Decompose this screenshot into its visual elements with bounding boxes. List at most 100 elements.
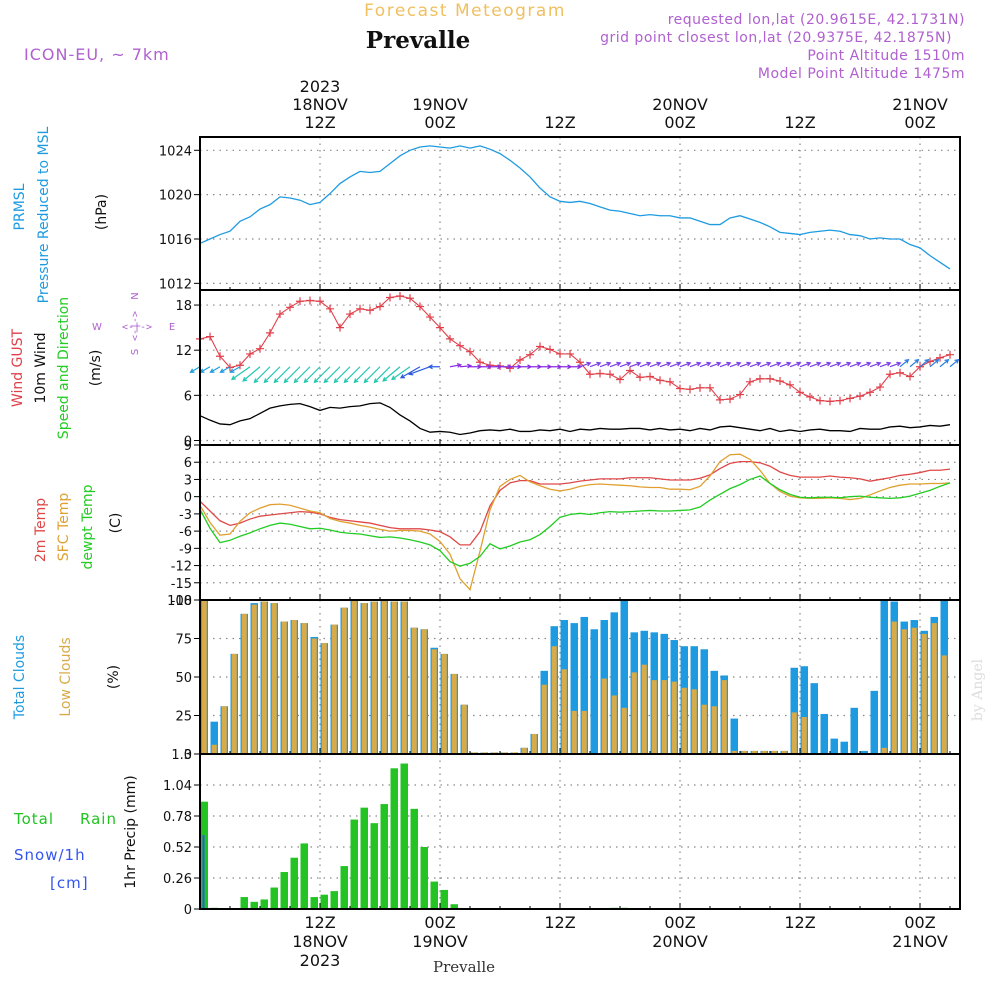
gust-marker bbox=[556, 349, 564, 358]
gust-marker bbox=[316, 297, 324, 306]
bottom-date-label: 19NOV bbox=[412, 932, 468, 951]
grid-point-coords: grid point closest lon,lat (20.9375E, 42… bbox=[600, 30, 952, 46]
low-cloud-bar bbox=[781, 750, 787, 754]
forecast-title: Forecast Meteogram bbox=[364, 1, 566, 21]
low-cloud-bar bbox=[581, 710, 587, 754]
gust-marker bbox=[436, 323, 444, 332]
ytick-label: 100 bbox=[167, 594, 192, 609]
gust-marker bbox=[936, 353, 944, 362]
gust-marker bbox=[876, 383, 884, 392]
ytick-label: 1020 bbox=[159, 189, 192, 204]
wind-direction-arrow bbox=[470, 364, 483, 370]
wind-direction-arrow bbox=[659, 361, 672, 368]
low-cloud-bar bbox=[921, 633, 927, 754]
gust-line bbox=[199, 295, 951, 402]
gust-marker bbox=[526, 350, 534, 359]
rain-bar bbox=[300, 843, 308, 909]
gust-marker bbox=[466, 347, 474, 356]
precip-labels: Total Rain Snow/1h [cm] 1hr Precip (mm) bbox=[13, 775, 139, 892]
panel-frame bbox=[199, 136, 961, 291]
rain-bar bbox=[280, 872, 288, 909]
low-cloud-bar bbox=[571, 710, 577, 754]
total-rain-label: Total bbox=[13, 810, 54, 828]
rain-bar bbox=[410, 808, 418, 909]
low-cloud-bar bbox=[391, 601, 397, 754]
wind-direction-arrow bbox=[709, 361, 722, 368]
ytick-label: 75 bbox=[175, 633, 192, 648]
wind-direction-arrow bbox=[570, 364, 583, 370]
wind-direction-arrow bbox=[699, 361, 712, 368]
point-altitude: Point Altitude 1510m bbox=[807, 48, 965, 64]
bottom-hour-label: 12Z bbox=[304, 913, 335, 932]
gust-marker bbox=[226, 363, 234, 372]
gust-marker bbox=[796, 388, 804, 397]
gust-marker bbox=[596, 369, 604, 378]
gust-marker bbox=[666, 377, 674, 386]
low-cloud-bar bbox=[771, 750, 777, 754]
gust-marker bbox=[566, 349, 574, 358]
wind-direction-arrow bbox=[639, 361, 652, 368]
gust-marker bbox=[776, 377, 784, 386]
gust-marker bbox=[266, 328, 274, 337]
wind-direction-arrow bbox=[382, 366, 401, 382]
low-cloud-bar bbox=[761, 750, 767, 754]
model-name: ICON-EU, ~ 7km bbox=[24, 45, 170, 64]
wind-direction-arrow bbox=[889, 361, 902, 368]
low-cloud-bar bbox=[801, 717, 807, 754]
low-cloud-bar bbox=[721, 680, 727, 754]
wind-direction-arrow bbox=[323, 366, 341, 384]
total-cloud-bar bbox=[880, 600, 888, 754]
wind-direction-arrow bbox=[909, 358, 920, 368]
wind-direction-arrow bbox=[343, 366, 361, 384]
low-cloud-bar bbox=[341, 607, 347, 754]
gust-marker bbox=[686, 385, 694, 394]
gust-marker bbox=[486, 361, 494, 370]
wind-direction-arrow bbox=[353, 366, 371, 384]
gust-marker bbox=[886, 370, 894, 379]
top-hour-label: 12Z bbox=[544, 113, 575, 132]
wind-direction-arrow bbox=[199, 366, 211, 373]
rain-bar bbox=[350, 819, 358, 909]
temp-labels: 2m Temp SFC Temp dewpt Temp (C) bbox=[33, 484, 124, 569]
gust-marker bbox=[906, 372, 914, 381]
gust-marker bbox=[746, 377, 754, 386]
rain-bar bbox=[260, 899, 268, 909]
low-cloud-bar bbox=[301, 623, 307, 754]
gust-marker bbox=[336, 323, 344, 332]
ytick-label: 9 bbox=[184, 439, 192, 454]
total-cloud-bar bbox=[870, 690, 878, 754]
total-cloud-bar bbox=[730, 718, 738, 754]
rain-bar bbox=[240, 897, 248, 909]
wind-direction-arrow bbox=[229, 366, 241, 373]
wind-direction-arrow bbox=[679, 361, 692, 368]
gust-marker bbox=[706, 383, 714, 392]
wind-direction-arrow bbox=[459, 363, 473, 369]
snow-bar bbox=[202, 835, 205, 909]
gust-marker bbox=[356, 304, 364, 313]
rain-bar bbox=[400, 763, 408, 909]
panel-wind: 0 6 12 18 bbox=[175, 289, 961, 449]
low-cloud-bar bbox=[741, 750, 747, 754]
low-cloud-bar bbox=[661, 680, 667, 754]
wind-direction-arrow bbox=[253, 366, 271, 384]
temp-dewpt-label: dewpt Temp bbox=[80, 484, 96, 569]
wind-direction-arrow bbox=[480, 364, 493, 370]
gust-marker bbox=[626, 366, 634, 375]
bottom-hour-label: 12Z bbox=[544, 913, 575, 932]
gust-marker bbox=[236, 361, 244, 370]
temp-unit: (C) bbox=[108, 513, 124, 534]
gust-marker bbox=[696, 383, 704, 392]
wind-direction-arrow bbox=[819, 361, 832, 368]
low-cloud-bar bbox=[401, 601, 407, 754]
low-cloud-bar bbox=[561, 669, 567, 754]
wind-direction-arrow bbox=[929, 358, 940, 368]
ytick-label: 3 bbox=[184, 473, 192, 488]
gust-marker bbox=[416, 302, 424, 311]
gust-marker bbox=[636, 373, 644, 382]
wind-direction-arrow bbox=[739, 361, 752, 368]
wind-direction-arrow bbox=[749, 361, 762, 368]
wind-direction-arrow bbox=[390, 366, 411, 381]
wind-direction-arrow bbox=[869, 361, 882, 368]
wind-unit: (m/s) bbox=[88, 350, 104, 387]
compass-south-label: S bbox=[130, 349, 141, 355]
